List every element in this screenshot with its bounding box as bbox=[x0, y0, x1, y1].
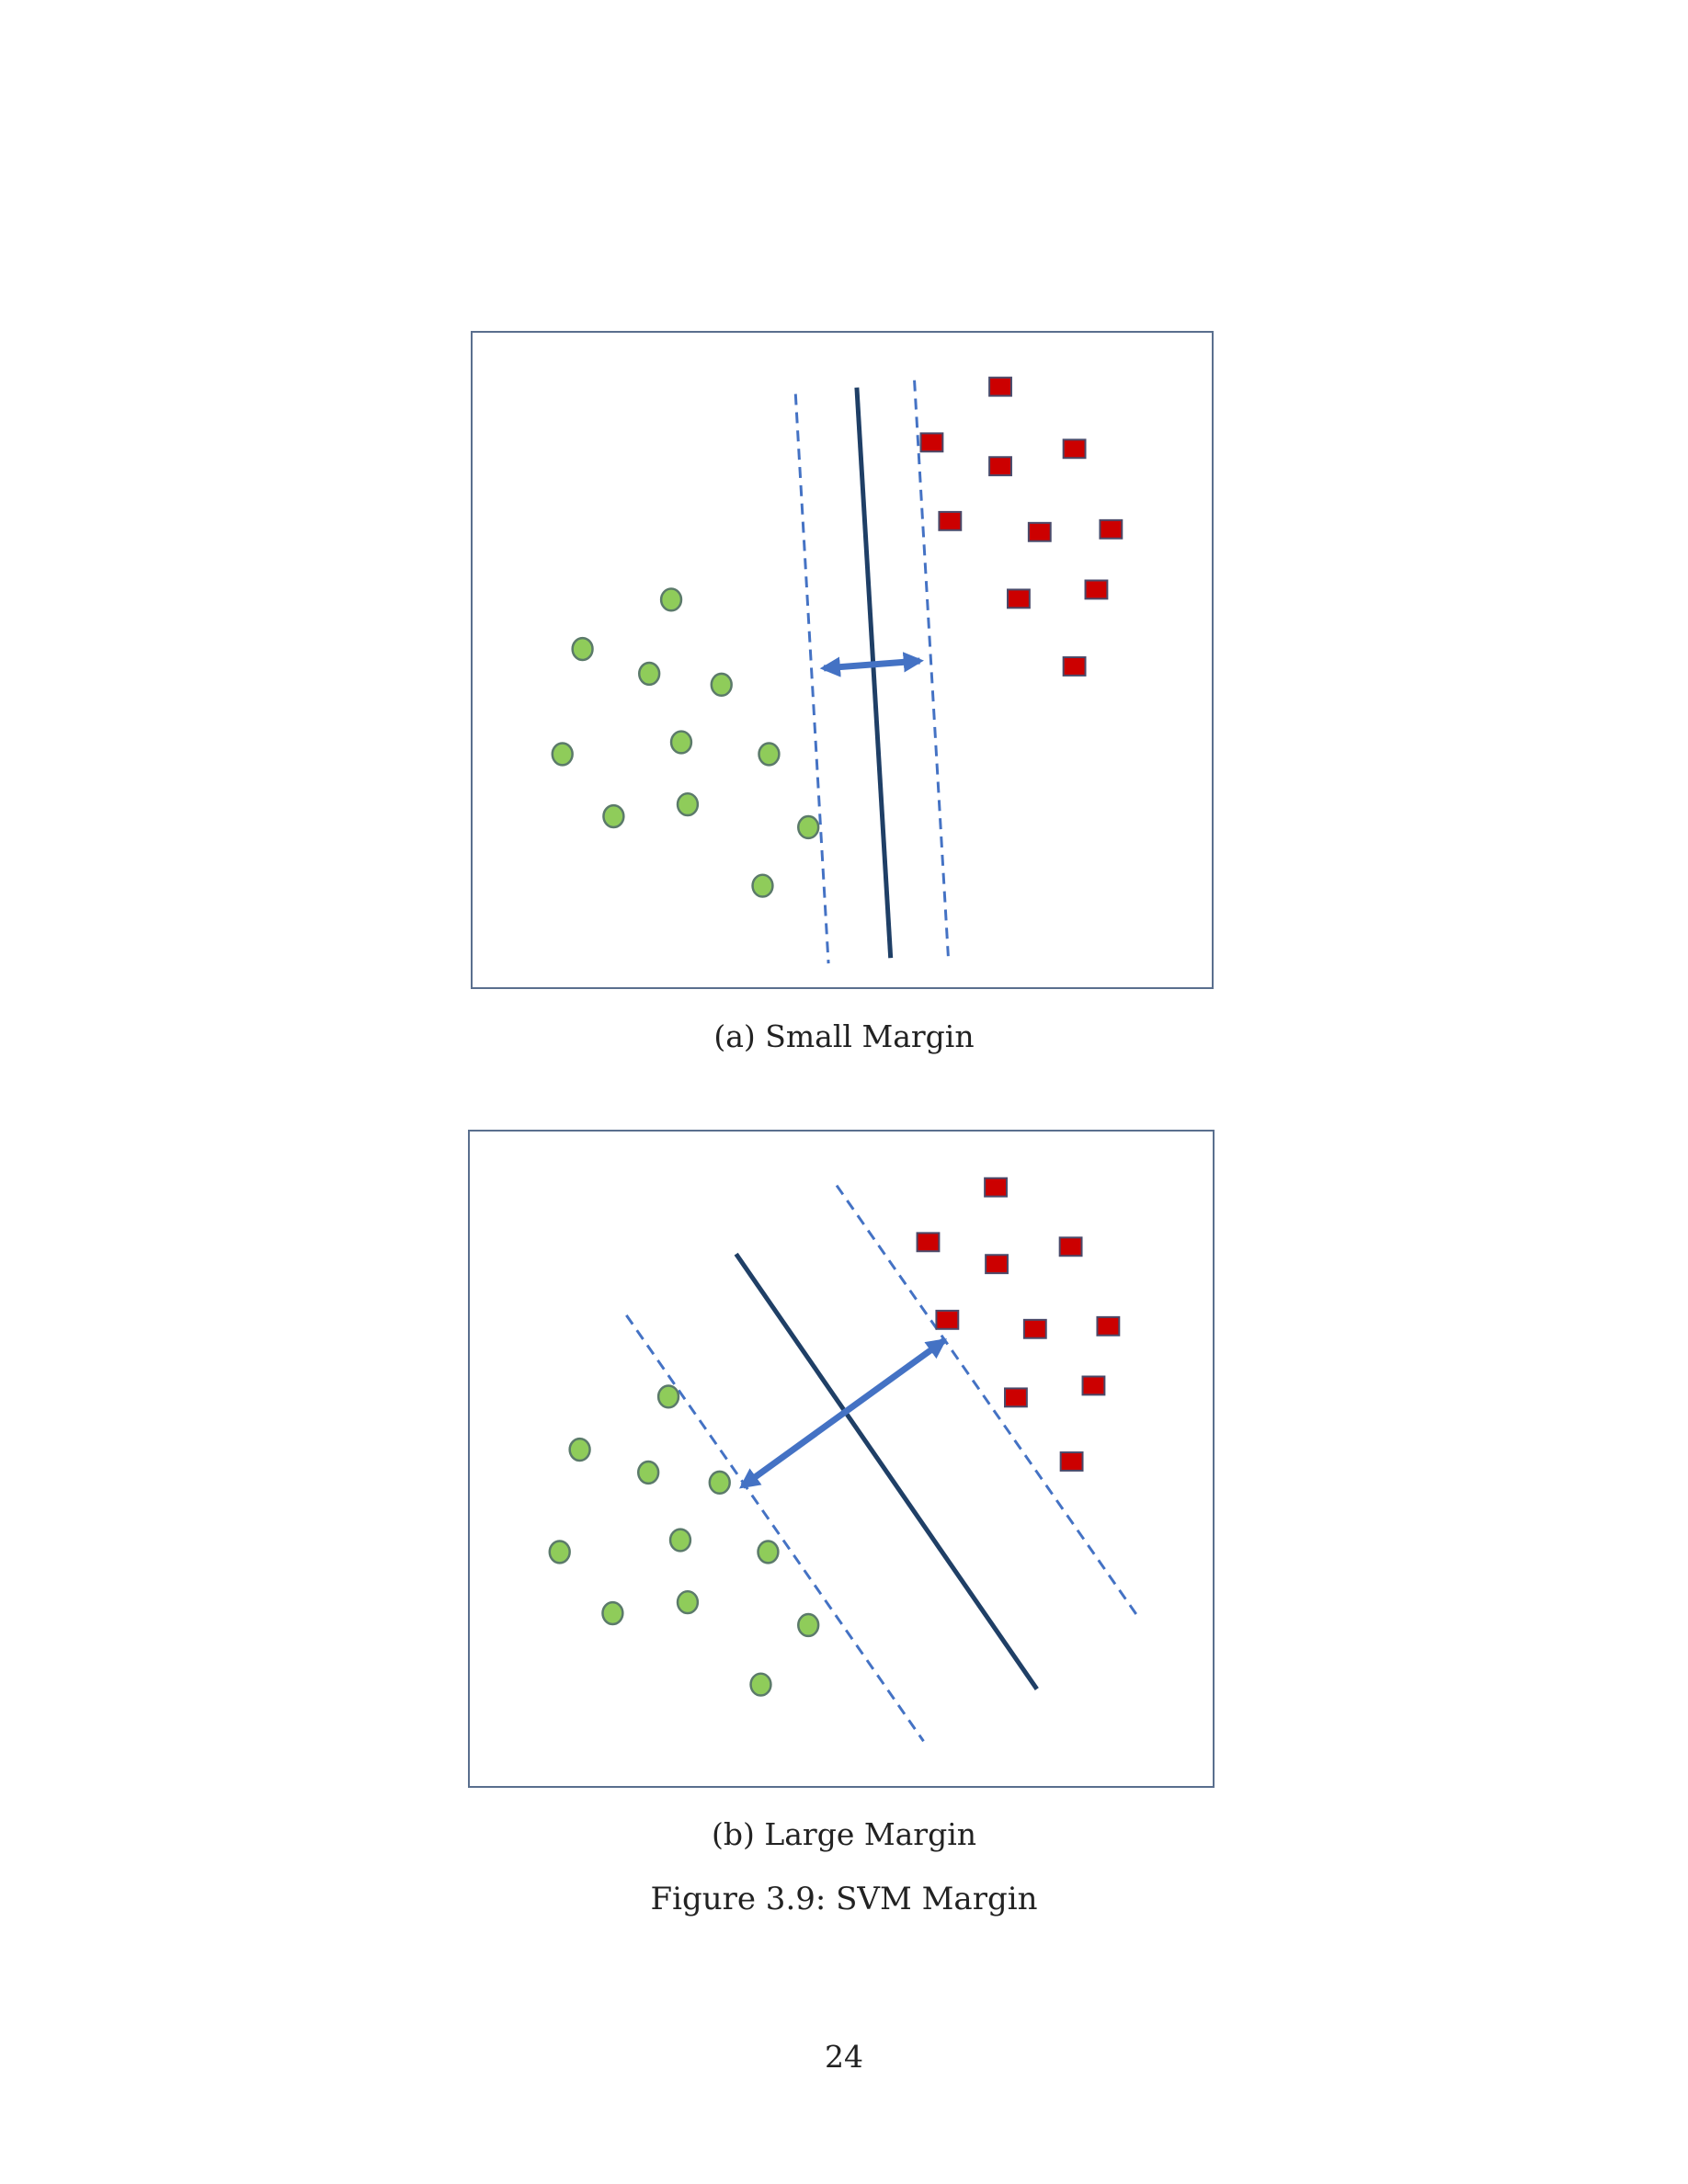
circle-point bbox=[676, 1589, 700, 1615]
square-point bbox=[1096, 1315, 1121, 1337]
square-point bbox=[984, 1177, 1008, 1198]
margin-boundary-left bbox=[793, 393, 830, 964]
circle-point bbox=[568, 1437, 591, 1462]
circle-point bbox=[548, 1540, 571, 1564]
square-point bbox=[1006, 588, 1031, 609]
subfigure-b-plot bbox=[468, 1130, 1215, 1788]
margin-boundary-right bbox=[835, 1184, 1139, 1617]
circle-point bbox=[637, 661, 661, 687]
square-point bbox=[1062, 656, 1087, 677]
circle-point bbox=[669, 730, 693, 755]
square-point bbox=[1084, 579, 1109, 600]
circle-point bbox=[668, 1528, 692, 1553]
square-point bbox=[988, 376, 1012, 397]
class-circle-points bbox=[548, 1384, 820, 1697]
circle-point bbox=[749, 1672, 772, 1697]
circle-point bbox=[656, 1384, 680, 1409]
svm-small-margin-diagram bbox=[551, 376, 1123, 964]
circle-point bbox=[758, 742, 781, 767]
separating-hyperplane bbox=[854, 387, 894, 959]
subfigure-a-caption: (a) Small Margin bbox=[713, 1018, 975, 1054]
class-circle-points bbox=[551, 587, 820, 898]
square-point bbox=[1081, 1375, 1106, 1396]
circle-point bbox=[601, 1600, 624, 1626]
circle-point bbox=[797, 1612, 820, 1638]
circle-point bbox=[676, 791, 700, 817]
circle-point bbox=[659, 587, 683, 612]
circle-point bbox=[551, 742, 574, 767]
square-point bbox=[985, 1254, 1009, 1275]
figure-caption: Figure 3.9: SVM Margin bbox=[650, 1881, 1038, 1917]
page-number: 24 bbox=[825, 2039, 863, 2075]
circle-point bbox=[708, 1470, 731, 1496]
square-point bbox=[919, 432, 944, 453]
subfigure-b-caption: (b) Large Margin bbox=[711, 1816, 977, 1852]
square-point bbox=[1058, 1236, 1083, 1257]
circle-point bbox=[797, 814, 820, 840]
circle-point bbox=[757, 1540, 780, 1564]
margin-width-arrow bbox=[738, 1337, 947, 1489]
class-square-points bbox=[919, 376, 1123, 677]
margin-width-arrow bbox=[819, 652, 924, 677]
square-point bbox=[1022, 1318, 1047, 1339]
square-point bbox=[988, 456, 1012, 477]
svm-large-margin-diagram bbox=[548, 1177, 1139, 1743]
square-point bbox=[1027, 521, 1052, 542]
class-square-points bbox=[916, 1177, 1121, 1472]
square-point bbox=[916, 1232, 941, 1253]
margin-boundary-left bbox=[625, 1314, 925, 1743]
separating-hyperplane bbox=[734, 1252, 1039, 1691]
subfigure-a-plot bbox=[471, 331, 1214, 989]
square-point bbox=[935, 1309, 960, 1330]
circle-point bbox=[751, 873, 774, 898]
margin-boundary-right bbox=[913, 380, 950, 957]
square-point bbox=[1059, 1451, 1084, 1472]
square-point bbox=[1099, 518, 1123, 540]
circle-point bbox=[710, 672, 733, 698]
square-point bbox=[1004, 1387, 1028, 1408]
square-point bbox=[1062, 438, 1087, 460]
circle-point bbox=[636, 1460, 660, 1485]
square-point bbox=[938, 510, 963, 531]
circle-point bbox=[571, 636, 594, 662]
circle-point bbox=[602, 803, 625, 829]
